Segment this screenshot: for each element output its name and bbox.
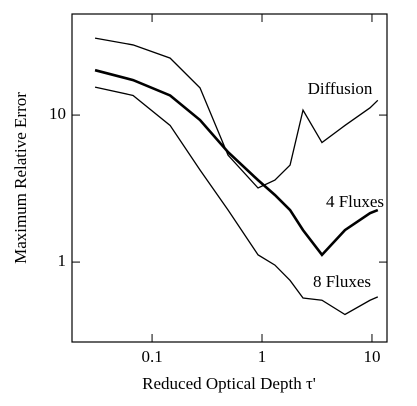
y-axis-label: Maximum Relative Error: [11, 92, 30, 264]
y-tick-label: 1: [58, 251, 67, 270]
x-tick-label: 0.1: [141, 347, 162, 366]
x-tick-label: 10: [363, 347, 380, 366]
series-line: [94, 37, 379, 189]
x-axis-label: Reduced Optical Depth τ': [142, 374, 316, 393]
y-tick-label: 10: [49, 104, 66, 123]
series-label: Diffusion: [308, 79, 373, 98]
x-tick-label: 1: [258, 347, 267, 366]
plot-frame: [71, 13, 388, 343]
series-label: 8 Fluxes: [313, 272, 371, 291]
series-label: 4 Fluxes: [326, 192, 384, 211]
series-line: [94, 68, 379, 257]
series-line: [94, 86, 379, 316]
